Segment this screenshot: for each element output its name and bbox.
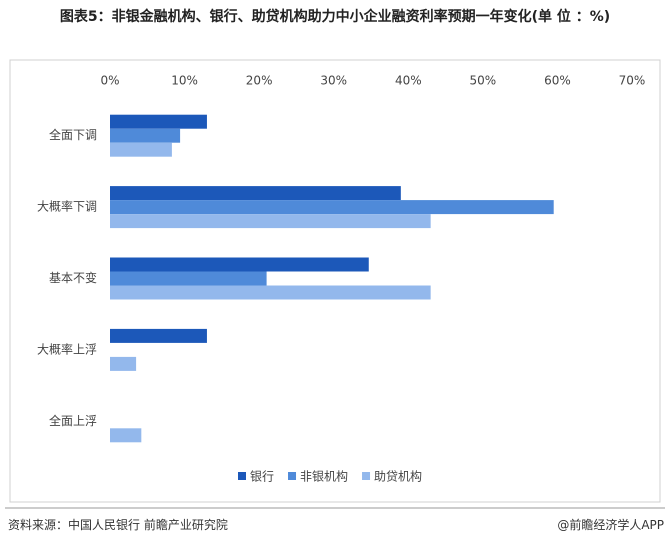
- x-tick-label: 60%: [544, 74, 571, 88]
- y-tick-label: 大概率下调: [37, 199, 97, 214]
- legend-label: 助贷机构: [374, 469, 422, 484]
- source: 资料来源：中国人民银行 前瞻产业研究院: [8, 518, 228, 532]
- y-tick-label: 全面上浮: [49, 413, 97, 428]
- bar: [110, 214, 431, 229]
- bar: [110, 285, 431, 300]
- x-tick-label: 20%: [246, 74, 273, 88]
- credit: @前瞻经济学人APP: [557, 518, 664, 532]
- bar: [110, 257, 369, 272]
- bar: [110, 428, 142, 443]
- x-tick-label: 10%: [171, 74, 198, 88]
- x-tick-label: 30%: [320, 74, 347, 88]
- bar: [110, 271, 267, 286]
- legend-swatch: [288, 472, 297, 480]
- bar: [110, 356, 137, 371]
- chart-frame: [9, 59, 661, 503]
- bar: [110, 114, 207, 129]
- y-tick-label: 大概率上浮: [37, 341, 97, 356]
- x-tick-label: 50%: [470, 74, 497, 88]
- bar: [110, 128, 181, 143]
- legend-label: 银行: [250, 470, 274, 484]
- x-tick-label: 40%: [395, 74, 422, 88]
- chart-title: 图表5：非银金融机构、银行、助贷机构助力中小企业融资利率预期一年变化(单 位 ：…: [59, 9, 611, 25]
- bar: [110, 200, 554, 215]
- bar: [110, 328, 207, 343]
- legend-swatch: [238, 472, 246, 480]
- bar: [110, 186, 401, 201]
- legend-swatch: [362, 472, 371, 480]
- legend-label: 非银机构: [300, 469, 348, 484]
- x-tick-label: 70%: [619, 74, 646, 88]
- y-tick-label: 基本不变: [49, 270, 97, 285]
- x-tick-label: 0%: [100, 74, 119, 88]
- y-tick-label: 全面下调: [49, 127, 97, 142]
- bar: [110, 142, 172, 157]
